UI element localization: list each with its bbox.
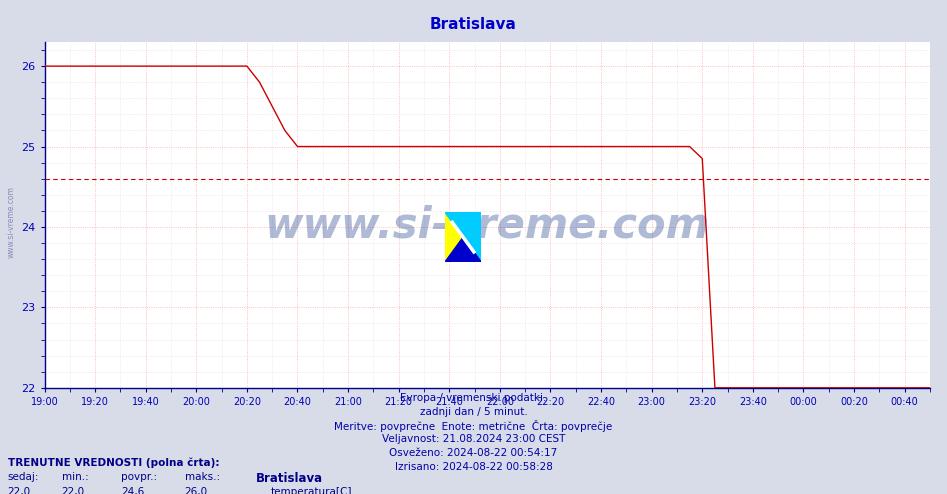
Text: www.si-vreme.com: www.si-vreme.com [7,186,16,258]
Text: Izrisano: 2024-08-22 00:58:28: Izrisano: 2024-08-22 00:58:28 [395,462,552,472]
Text: Veljavnost: 21.08.2024 23:00 CEST: Veljavnost: 21.08.2024 23:00 CEST [382,434,565,444]
Text: Meritve: povprečne  Enote: metrične  Črta: povprečje: Meritve: povprečne Enote: metrične Črta:… [334,420,613,432]
Text: zadnji dan / 5 minut.: zadnji dan / 5 minut. [420,407,527,416]
Text: TRENUTNE VREDNOSTI (polna črta):: TRENUTNE VREDNOSTI (polna črta): [8,458,219,468]
Text: Osveženo: 2024-08-22 00:54:17: Osveženo: 2024-08-22 00:54:17 [389,448,558,458]
Text: maks.:: maks.: [185,472,220,482]
Text: Bratislava: Bratislava [256,472,323,485]
Polygon shape [445,212,481,262]
Text: sedaj:: sedaj: [8,472,39,482]
Text: 22,0: 22,0 [62,487,84,494]
Text: min.:: min.: [62,472,88,482]
Text: povpr.:: povpr.: [121,472,157,482]
Text: 26,0: 26,0 [185,487,207,494]
Text: Evropa / vremenski podatki.: Evropa / vremenski podatki. [401,393,546,403]
Text: Bratislava: Bratislava [430,17,517,32]
Text: temperatura[C]: temperatura[C] [271,487,352,494]
Polygon shape [445,237,481,262]
Text: www.si-vreme.com: www.si-vreme.com [265,204,709,247]
Text: 22,0: 22,0 [8,487,30,494]
Text: 24,6: 24,6 [121,487,145,494]
